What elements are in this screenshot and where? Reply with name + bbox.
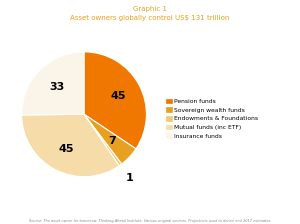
Wedge shape bbox=[22, 52, 84, 115]
Text: 7: 7 bbox=[108, 136, 116, 146]
Text: 45: 45 bbox=[58, 144, 74, 154]
Wedge shape bbox=[84, 52, 146, 149]
Legend: Pension funds, Sovereign wealth funds, Endowments & Foundations, Mutual funds (i: Pension funds, Sovereign wealth funds, E… bbox=[165, 97, 259, 140]
Wedge shape bbox=[22, 114, 119, 177]
Wedge shape bbox=[84, 114, 136, 164]
Text: 33: 33 bbox=[49, 82, 64, 92]
Text: Asset owners globally control US$ 131 trillion: Asset owners globally control US$ 131 tr… bbox=[70, 15, 230, 21]
Text: 45: 45 bbox=[110, 91, 126, 101]
Text: 1: 1 bbox=[126, 172, 134, 183]
Wedge shape bbox=[84, 114, 122, 166]
Text: Graphic 1: Graphic 1 bbox=[133, 6, 167, 12]
Text: Source: The asset owner for tomorrow. Thinking Ahead Institute. Various original: Source: The asset owner for tomorrow. Th… bbox=[29, 219, 271, 223]
